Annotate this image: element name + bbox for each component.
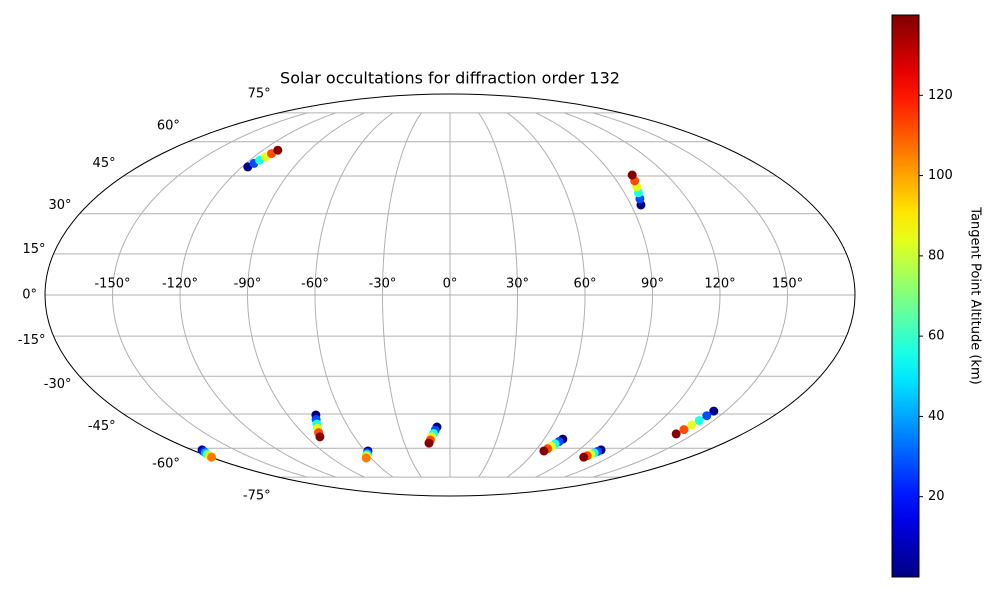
y-tick-label: 45° [93, 156, 116, 171]
scatter-point [424, 438, 434, 448]
grid-line [506, 112, 586, 478]
y-tick-label: 60° [157, 118, 180, 133]
grid-line [314, 112, 394, 478]
scatter-point [207, 452, 217, 462]
scatter-point [702, 411, 712, 421]
x-tick-label: 120° [704, 277, 735, 292]
scatter-point [671, 429, 681, 439]
y-tick-label: -15° [18, 333, 46, 348]
scatter-point [627, 170, 637, 180]
scatter-point [694, 415, 704, 425]
grid-line [564, 112, 721, 478]
x-tick-label: 90° [641, 277, 664, 292]
colorbar [891, 14, 920, 578]
scatter-point [539, 446, 549, 456]
scatter-point [579, 452, 589, 462]
y-tick-label: 75° [248, 86, 271, 101]
x-tick-label: -30° [369, 277, 397, 292]
grid-line [246, 112, 365, 478]
colorbar-tick-label: 80 [928, 248, 945, 263]
scatter-point [273, 145, 283, 155]
x-tick-label: -60° [301, 277, 329, 292]
x-tick-label: 0° [443, 277, 458, 292]
x-tick-label: 150° [772, 277, 803, 292]
y-tick-label: -30° [44, 377, 72, 392]
scatter-point [687, 420, 697, 430]
colorbar-tick-label: 40 [928, 409, 945, 424]
grid-line [592, 112, 789, 478]
y-tick-label: 30° [48, 198, 71, 213]
scatter-point [315, 432, 325, 442]
grid-line [111, 112, 308, 478]
colorbar-tick-label: 120 [928, 88, 953, 103]
scatter-point [679, 425, 689, 435]
y-tick-label: -75° [243, 489, 271, 504]
y-tick-label: -45° [88, 419, 116, 434]
map-outline [44, 93, 856, 497]
grid-line [381, 112, 422, 478]
colorbar-tick-label: 100 [928, 168, 953, 183]
y-tick-label: 0° [22, 288, 37, 303]
grid-line [478, 112, 519, 478]
chart-title: Solar occultations for diffraction order… [280, 69, 620, 88]
x-tick-label: 30° [506, 277, 529, 292]
y-tick-label: -60° [152, 457, 180, 472]
x-tick-label: -150° [94, 277, 130, 292]
scatter-point [709, 406, 719, 416]
colorbar-tick-label: 60 [928, 329, 945, 344]
colorbar-tick-label: 20 [928, 489, 945, 504]
x-tick-label: -90° [234, 277, 262, 292]
grid-line [535, 112, 654, 478]
scatter-point [361, 453, 371, 463]
colorbar-label: Tangent Point Altitude (km) [968, 206, 983, 384]
x-tick-label: -120° [162, 277, 198, 292]
y-tick-label: 15° [23, 242, 46, 257]
x-tick-label: 60° [573, 277, 596, 292]
